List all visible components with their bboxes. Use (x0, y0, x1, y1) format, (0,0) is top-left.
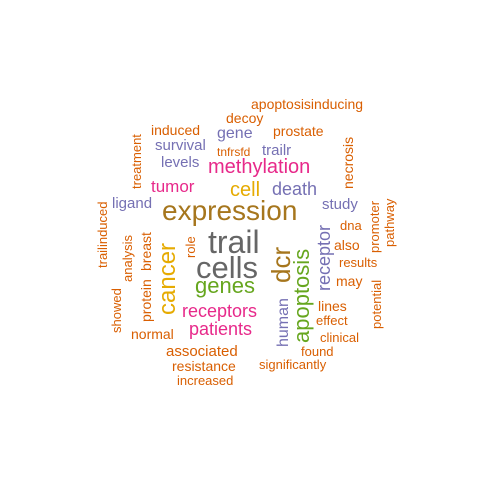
word-breast: breast (138, 232, 154, 271)
word-cells: cells (196, 250, 259, 285)
word-dna: dna (340, 218, 362, 233)
word-found: found (301, 344, 334, 359)
word-associated: associated (166, 343, 238, 360)
word-cell: cell (230, 179, 261, 201)
word-role: role (183, 236, 198, 258)
word-methylation: methylation (208, 156, 311, 178)
word-treatment: treatment (129, 134, 144, 189)
word-gene: gene (217, 125, 253, 142)
word-pathway: pathway (382, 198, 397, 247)
word-lines: lines (318, 298, 347, 314)
word-also: also (334, 237, 360, 253)
word-promoter: promoter (367, 200, 382, 253)
word-necrosis: necrosis (340, 136, 356, 189)
word-trailinduced: trailinduced (95, 201, 110, 269)
word-may: may (336, 273, 363, 289)
word-genes: genes (195, 273, 255, 298)
word-significantly: significantly (259, 357, 327, 372)
word-levels: levels (161, 154, 200, 171)
word-analysis: analysis (120, 235, 135, 282)
word-protein: protein (138, 279, 154, 322)
word-induced: induced (151, 122, 201, 138)
word-expression: expression (162, 195, 298, 226)
word-cancer: cancer (154, 242, 181, 315)
word-trailr: trailr (262, 142, 292, 159)
word-survival: survival (155, 137, 206, 154)
word-trail: trail (208, 224, 260, 260)
word-resistance: resistance (172, 358, 236, 374)
word-receptor: receptor (314, 224, 334, 291)
word-apoptosis: apoptosis (289, 248, 314, 343)
word-prostate: prostate (273, 123, 324, 139)
word-study: study (322, 196, 358, 213)
word-decoy: decoy (226, 110, 264, 126)
word-clinical: clinical (320, 330, 360, 345)
word-apoptosisinducing: apoptosisinducing (251, 96, 364, 112)
word-normal: normal (131, 326, 174, 342)
word-potential: potential (369, 279, 384, 329)
word-tumor: tumor (151, 177, 195, 196)
word-tnfrsfd: tnfrsfd (217, 145, 251, 159)
word-ligand: ligand (112, 195, 153, 212)
word-patients: patients (189, 319, 253, 339)
word-showed: showed (109, 288, 124, 333)
word-receptors: receptors (182, 301, 258, 321)
word-results: results (339, 255, 378, 270)
word-human: human (275, 298, 292, 347)
word-increased: increased (177, 373, 234, 388)
word-death: death (272, 179, 318, 199)
word-effect: effect (316, 313, 348, 328)
